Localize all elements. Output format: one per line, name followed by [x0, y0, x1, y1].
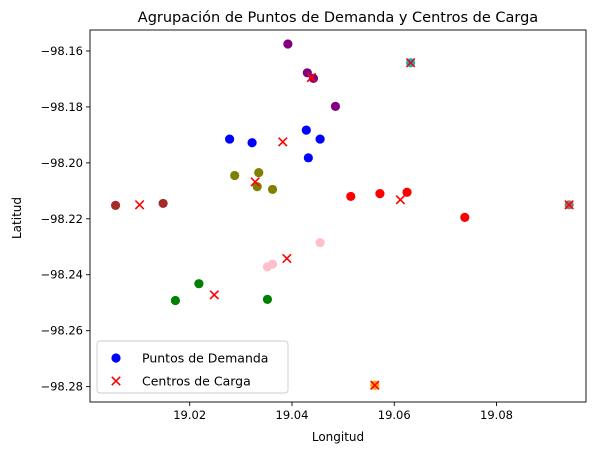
y-tick-label: −98.24	[40, 268, 83, 282]
x-axis-label: Longitud	[312, 430, 364, 444]
y-tick-label: −98.20	[40, 156, 83, 170]
x-tick-label: 19.06	[378, 408, 411, 422]
demand-point	[262, 294, 273, 304]
legend-box	[96, 340, 289, 394]
charging-center-marker	[370, 380, 380, 390]
demand-point	[303, 153, 313, 163]
y-tick-label: −98.22	[40, 212, 83, 226]
demand-point	[110, 200, 121, 210]
y-tick-label: −98.18	[40, 100, 83, 114]
x-tick-label: 19.08	[480, 408, 513, 422]
demand-point	[460, 212, 470, 222]
demand-point	[267, 184, 278, 195]
demand-point	[308, 73, 319, 83]
charging-center-marker	[209, 290, 220, 300]
charging-center-marker	[306, 72, 317, 83]
legend-label: Puntos de Demanda	[142, 351, 268, 366]
demand-point	[247, 138, 257, 148]
demand-point	[254, 168, 264, 178]
demand-point	[170, 295, 180, 306]
data-points	[110, 39, 574, 390]
demand-point	[283, 39, 293, 49]
demand-point	[330, 101, 341, 111]
plot-area	[89, 29, 587, 403]
charging-center-marker	[250, 177, 260, 187]
charging-center-marker	[564, 200, 574, 210]
demand-point	[224, 134, 235, 144]
charging-center-marker	[134, 200, 145, 210]
y-tick-label: −98.26	[40, 324, 83, 338]
y-axis-label: Latitud	[10, 197, 24, 239]
demand-point	[267, 259, 278, 269]
demand-point	[194, 279, 204, 289]
legend-center-marker	[111, 376, 121, 386]
x-tick-label: 19.02	[173, 408, 206, 422]
y-axis-ticks: −98.16 −98.18 −98.20 −98.22 −98.24 −98.26 −98.…	[40, 44, 90, 394]
charging-center-marker	[405, 57, 416, 68]
demand-point	[315, 237, 325, 248]
demand-point	[230, 170, 240, 181]
x-axis-ticks: 19.02 19.04 19.06 19.08	[173, 402, 513, 422]
charging-center-marker	[395, 195, 406, 205]
demand-point	[375, 189, 385, 199]
y-tick-label: −98.16	[40, 44, 83, 58]
y-tick-label: −98.28	[40, 380, 83, 394]
demand-point	[158, 198, 168, 209]
demand-point	[315, 134, 325, 144]
chart-title: Agrupación de Puntos de Demanda y Centro…	[138, 10, 538, 26]
charging-center-marker	[278, 137, 288, 147]
demand-point	[252, 182, 262, 192]
demand-point	[301, 125, 311, 135]
charging-center-marker	[282, 253, 292, 264]
legend: Puntos de Demanda Centros de Carga	[96, 340, 289, 394]
legend-demand-marker	[111, 353, 121, 363]
legend-label: Centros de Carga	[142, 374, 251, 389]
x-tick-label: 19.04	[276, 408, 309, 422]
demand-point	[402, 187, 412, 197]
demand-point	[346, 191, 356, 202]
